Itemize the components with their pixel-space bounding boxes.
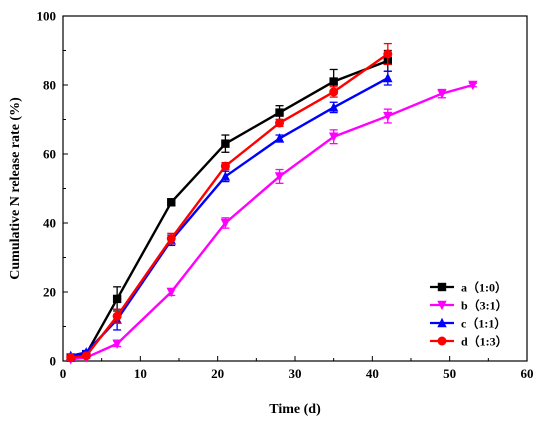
- data-point: [328, 132, 339, 142]
- plot-frame: [62, 15, 528, 362]
- legend: a（1:0） b（3:1） c（1:1） d（1:3）: [430, 280, 508, 349]
- y-tick-label: 0: [50, 354, 57, 369]
- data-point: [112, 339, 122, 349]
- series-d: [66, 42, 393, 363]
- data-point: [383, 111, 393, 122]
- data-point: [166, 234, 176, 244]
- y-tick-label: 40: [43, 216, 56, 231]
- data-point: [329, 87, 339, 97]
- data-point: [167, 198, 176, 207]
- legend-label: d（1:3）: [461, 334, 508, 349]
- data-point: [275, 118, 285, 128]
- x-tick-label: 50: [443, 366, 456, 381]
- data-point: [437, 89, 447, 99]
- data-point: [275, 108, 284, 117]
- data-point: [166, 287, 176, 298]
- x-tick-label: 60: [521, 366, 534, 381]
- y-axis-ticks: 0 20 40 60 80 100: [37, 9, 68, 369]
- legend-label: a（1:0）: [461, 280, 507, 295]
- data-point: [220, 218, 231, 229]
- x-tick-label: 40: [366, 366, 379, 381]
- data-point: [274, 172, 285, 182]
- legend-marker: [437, 336, 447, 346]
- data-point: [328, 102, 339, 112]
- y-tick-label: 100: [37, 9, 57, 24]
- y-tick-label: 20: [43, 285, 56, 300]
- legend-marker: [437, 300, 447, 311]
- data-point: [220, 171, 231, 181]
- legend-item: b（3:1）: [430, 298, 508, 313]
- data-point: [274, 133, 285, 143]
- x-tick-label: 10: [134, 366, 147, 381]
- series-line: [70, 59, 389, 359]
- legend-label: b（3:1）: [461, 298, 508, 313]
- data-point: [112, 311, 122, 321]
- legend-marker: [437, 282, 447, 292]
- legend-item: d（1:3）: [430, 334, 508, 349]
- data-point: [66, 353, 76, 363]
- x-axis-title: Time (d): [269, 402, 321, 417]
- legend-item: a（1:0）: [430, 280, 507, 295]
- series-b: [66, 80, 478, 365]
- data-point: [221, 139, 230, 148]
- legend-label: c（1:1）: [461, 316, 506, 331]
- data-point: [81, 351, 91, 361]
- axes: 0 10 20 30 40 50 60 0 20 40 60 80 100 Time (d) Cumu…: [8, 9, 534, 418]
- x-tick-label: 0: [60, 366, 67, 381]
- series-layer: [66, 42, 478, 365]
- data-point: [383, 49, 393, 59]
- legend-item: c（1:1）: [430, 316, 506, 331]
- data-point: [468, 80, 478, 91]
- x-tick-label: 30: [289, 366, 302, 381]
- series-line: [70, 83, 474, 361]
- legend-marker: [437, 317, 447, 328]
- x-tick-label: 20: [211, 366, 224, 381]
- data-point: [329, 77, 338, 86]
- data-point: [220, 161, 230, 171]
- data-point: [112, 294, 122, 304]
- x-axis-ticks: 0 10 20 30 40 50 60: [60, 356, 534, 381]
- series-line: [70, 52, 389, 359]
- y-axis-title: Cumulative N release rate (%): [8, 97, 23, 280]
- y-tick-label: 60: [43, 147, 56, 162]
- y-tick-label: 80: [43, 78, 56, 93]
- data-point: [383, 72, 393, 83]
- series-line: [70, 77, 389, 357]
